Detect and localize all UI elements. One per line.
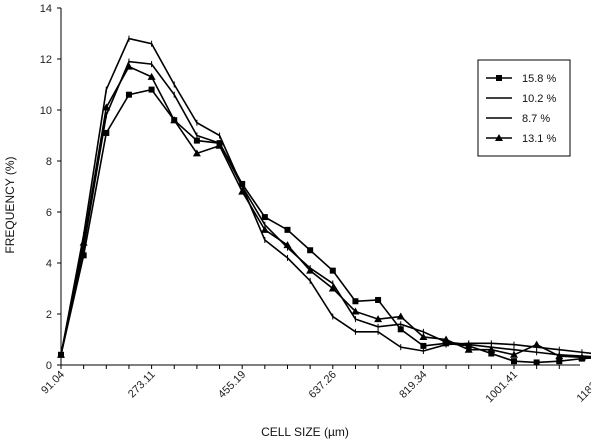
data-point (283, 241, 292, 249)
x-tick-label: 819.34 (397, 369, 429, 401)
series-line (60, 65, 591, 359)
series-line (60, 37, 591, 355)
data-point (556, 358, 563, 365)
data-point (284, 226, 291, 233)
data-point (397, 326, 404, 333)
legend-item: 10.2 % (486, 93, 556, 105)
legend-label: 15.8 % (522, 73, 556, 85)
data-point (329, 267, 336, 274)
data-point (396, 312, 405, 320)
series-8-7- (60, 35, 591, 358)
data-point (125, 91, 132, 98)
data-point (261, 214, 268, 221)
series-line (60, 88, 591, 364)
y-tick-label: 6 (46, 207, 52, 219)
y-axis: 0 2 4 6 8 10 12 14 (40, 3, 62, 372)
legend-label: 10.2 % (522, 93, 556, 105)
data-point (192, 149, 201, 157)
series-line (60, 60, 591, 358)
data-point (103, 129, 110, 136)
y-tick-label: 10 (40, 105, 52, 117)
data-point (487, 345, 496, 353)
data-point (533, 359, 540, 366)
data-point (555, 352, 564, 360)
x-tick-label: 273.11 (126, 369, 158, 401)
y-tick-label: 4 (46, 258, 52, 270)
data-point (147, 72, 156, 80)
data-point (102, 103, 111, 111)
data-point (79, 238, 88, 246)
x-tick-label: 455.19 (216, 369, 248, 401)
data-point (307, 247, 314, 254)
data-point (442, 335, 451, 343)
data-point (352, 298, 359, 305)
y-tick-label: 14 (40, 3, 52, 15)
legend-marker (496, 75, 502, 81)
legend-item: 15.8 % (486, 73, 556, 85)
x-tick-label: 91.04 (39, 369, 67, 397)
data-point (419, 332, 428, 340)
data-point (238, 187, 247, 195)
data-point (215, 141, 224, 149)
data-point (375, 296, 382, 303)
series-layer (57, 35, 591, 366)
y-tick-label: 0 (46, 360, 52, 372)
x-axis: 91.04 273.11 455.19 637.26 819.34 1001.41 1183… (39, 364, 591, 406)
legend-item: 8.7 % (486, 113, 550, 125)
legend-label: 8.7 % (522, 113, 550, 125)
data-point (420, 342, 427, 349)
data-point (532, 340, 541, 348)
x-axis-title: CELL SIZE (µm) (261, 425, 349, 439)
data-point (57, 350, 65, 358)
legend-box (477, 59, 571, 157)
data-point (148, 86, 155, 93)
x-tick-label: 1001.41 (484, 369, 521, 406)
y-tick-label: 2 (46, 309, 52, 321)
data-point (577, 353, 586, 361)
legend-marker (495, 134, 503, 141)
legend: 15.8 % 10.2 % 8.7 % 13.1 % (477, 59, 571, 157)
data-point (306, 266, 315, 274)
legend-label: 13.1 % (522, 133, 556, 145)
y-tick-label: 12 (40, 54, 52, 66)
data-point (488, 350, 495, 357)
data-point (80, 252, 87, 259)
data-point (510, 358, 517, 365)
data-point (170, 116, 179, 124)
data-point (260, 225, 269, 233)
data-point (193, 137, 200, 144)
x-tick-label: 1183.49 (575, 369, 591, 405)
x-tick-label: 637.26 (307, 369, 339, 401)
series-13-1- (57, 62, 591, 361)
y-axis-title: FREQUENCY (%) (3, 156, 17, 253)
data-point (374, 315, 383, 323)
data-point (328, 284, 337, 292)
data-point (464, 345, 473, 353)
data-point (351, 307, 360, 315)
data-point (509, 350, 518, 358)
y-tick-label: 8 (46, 156, 52, 168)
data-point (124, 62, 133, 70)
legend-item: 13.1 % (486, 133, 556, 145)
